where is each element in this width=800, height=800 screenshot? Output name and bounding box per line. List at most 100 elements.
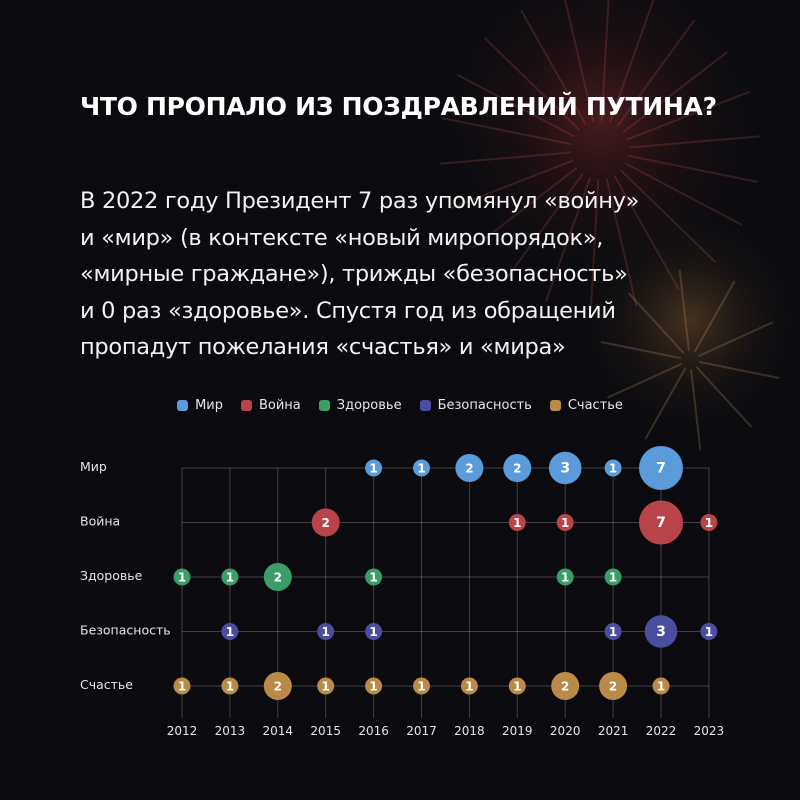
data-label: 1 bbox=[561, 516, 569, 530]
subtitle-line: «мирные граждане»), трижды «безопасность… bbox=[80, 261, 628, 287]
x-tick-label: 2023 bbox=[694, 724, 725, 738]
firework-ray bbox=[605, 178, 638, 307]
legend-swatch bbox=[240, 400, 252, 411]
legend-label: Счастье bbox=[567, 398, 623, 413]
data-bubble bbox=[503, 453, 532, 483]
firework-ray bbox=[600, 341, 682, 360]
row-label: Счастье bbox=[80, 677, 133, 692]
legend-swatch bbox=[318, 400, 330, 411]
subtitle-line: и 0 раз «здоровье». Спустя год из обраще… bbox=[80, 297, 616, 324]
data-label: 1 bbox=[513, 680, 521, 694]
data-bubble bbox=[413, 677, 430, 695]
firework-ray bbox=[628, 154, 758, 183]
data-bubble bbox=[413, 459, 430, 477]
firework-ray bbox=[695, 366, 752, 428]
data-label: 2 bbox=[274, 680, 282, 694]
data-bubble bbox=[644, 615, 678, 648]
data-bubble bbox=[508, 677, 526, 695]
firework-ray bbox=[607, 363, 682, 399]
row-label: Война bbox=[80, 514, 120, 529]
data-label: 7 bbox=[656, 461, 666, 477]
firework-ray bbox=[600, 0, 610, 122]
data-label: 1 bbox=[369, 571, 377, 585]
data-label: 1 bbox=[226, 571, 234, 585]
firework-ray bbox=[693, 280, 736, 353]
data-label: 1 bbox=[561, 571, 569, 585]
data-label: 1 bbox=[322, 680, 330, 694]
data-bubble bbox=[604, 623, 622, 640]
subtitle-line: пропадут пожелания «счастья» и «мира» bbox=[80, 334, 566, 360]
x-tick-label: 2013 bbox=[215, 724, 246, 738]
data-label: 2 bbox=[513, 462, 521, 476]
data-bubble bbox=[599, 671, 628, 701]
data-bubble bbox=[317, 623, 335, 640]
data-label: 3 bbox=[560, 461, 570, 477]
data-bubble bbox=[365, 568, 383, 586]
data-bubble bbox=[221, 568, 239, 586]
legend-swatch bbox=[177, 400, 189, 411]
firework-ray bbox=[504, 173, 584, 281]
firework-ray bbox=[625, 163, 743, 226]
legend-label: Здоровье bbox=[336, 398, 402, 413]
data-bubble bbox=[460, 677, 478, 695]
data-label: 1 bbox=[465, 680, 473, 694]
legend-item-zdorovie: Здоровье bbox=[318, 398, 402, 413]
data-bubble bbox=[365, 677, 383, 695]
legend-label: Мир bbox=[195, 398, 223, 413]
data-label: 1 bbox=[705, 625, 713, 639]
data-label: 1 bbox=[322, 625, 330, 639]
data-label: 1 bbox=[657, 680, 665, 694]
row-label: Безопасность bbox=[80, 623, 171, 638]
data-bubble bbox=[652, 677, 670, 695]
firework-ray bbox=[520, 9, 587, 125]
firework-ray bbox=[628, 292, 685, 354]
page-subtitle: В 2022 году Президент 7 раз упомянул «во… bbox=[80, 183, 760, 366]
subtitle-line: В 2022 году Президент 7 раз упомянул «во… bbox=[80, 188, 640, 214]
firework-ray bbox=[609, 0, 655, 123]
x-tick-label: 2021 bbox=[598, 724, 629, 738]
firework-ray bbox=[616, 19, 696, 127]
data-label: 3 bbox=[656, 624, 666, 640]
data-label: 1 bbox=[369, 625, 377, 639]
firework-ray bbox=[564, 0, 595, 122]
firework-ray bbox=[622, 51, 728, 133]
firework-ray bbox=[620, 169, 716, 263]
x-tick-label: 2015 bbox=[310, 724, 341, 738]
firework-ray bbox=[698, 360, 780, 379]
data-label: 2 bbox=[465, 462, 473, 476]
data-bubble bbox=[508, 514, 526, 531]
firework-ray bbox=[439, 151, 572, 165]
data-bubble bbox=[173, 677, 191, 695]
x-tick-label: 2017 bbox=[406, 724, 437, 738]
data-label: 1 bbox=[226, 625, 234, 639]
data-label: 2 bbox=[274, 571, 282, 585]
data-bubble bbox=[263, 671, 292, 701]
page-title: ЧТО ПРОПАЛО ИЗ ПОЗДРАВЛЕНИЙ ПУТИНА? bbox=[80, 92, 717, 121]
data-bubble bbox=[455, 453, 484, 483]
firework-ray bbox=[449, 159, 574, 210]
data-bubble bbox=[263, 562, 292, 592]
x-tick-label: 2022 bbox=[646, 724, 677, 738]
firework-ray bbox=[472, 167, 578, 249]
legend-item-voina: Война bbox=[240, 398, 301, 413]
firework-ray bbox=[457, 74, 575, 137]
x-tick-label: 2012 bbox=[167, 724, 198, 738]
data-label: 2 bbox=[561, 680, 569, 694]
x-tick-label: 2016 bbox=[358, 724, 389, 738]
legend-label: Безопасность bbox=[437, 398, 532, 413]
data-label: 1 bbox=[513, 516, 521, 530]
row-label: Мир bbox=[80, 459, 107, 474]
data-bubble bbox=[173, 568, 191, 586]
data-label: 1 bbox=[417, 462, 425, 476]
data-bubble bbox=[311, 508, 340, 537]
firework-ray bbox=[644, 367, 687, 440]
data-label: 2 bbox=[609, 680, 617, 694]
legend-label: Война bbox=[258, 398, 301, 413]
data-bubble bbox=[556, 514, 574, 531]
data-bubble bbox=[365, 623, 383, 640]
firework-ray bbox=[589, 178, 600, 311]
x-tick-label: 2014 bbox=[263, 724, 294, 738]
legend-item-bezopasnost: Безопасность bbox=[419, 398, 532, 413]
